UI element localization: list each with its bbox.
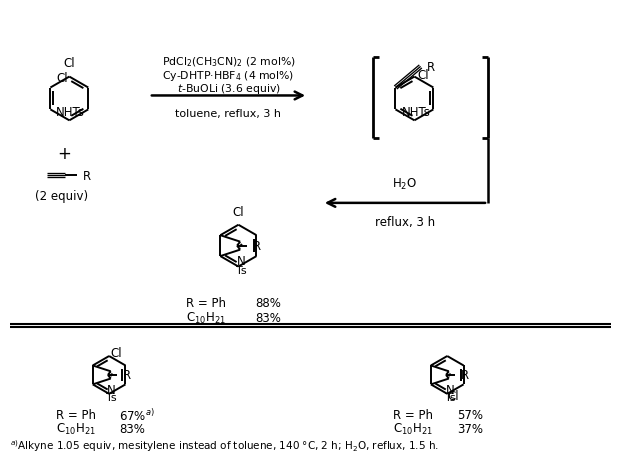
Text: R: R	[253, 240, 261, 253]
Text: Cy-DHTP·HBF$_4$ (4 mol%): Cy-DHTP·HBF$_4$ (4 mol%)	[162, 68, 294, 82]
Text: 57%: 57%	[457, 408, 483, 421]
Text: R: R	[461, 369, 469, 382]
Text: R: R	[427, 61, 435, 74]
Text: Cl: Cl	[418, 68, 429, 81]
Text: NHTs: NHTs	[401, 106, 430, 119]
Text: reflux, 3 h: reflux, 3 h	[375, 215, 435, 228]
Text: C$_{10}$H$_{21}$: C$_{10}$H$_{21}$	[392, 421, 432, 436]
Text: $t$-BuOLi (3.6 equiv): $t$-BuOLi (3.6 equiv)	[176, 81, 281, 95]
Text: R = Ph: R = Ph	[186, 296, 225, 309]
Text: Ts: Ts	[236, 265, 247, 275]
Text: PdCl$_2$(CH$_3$CN)$_2$ (2 mol%): PdCl$_2$(CH$_3$CN)$_2$ (2 mol%)	[161, 56, 296, 69]
Text: C$_{10}$H$_{21}$: C$_{10}$H$_{21}$	[186, 310, 225, 325]
Text: H$_2$O: H$_2$O	[392, 177, 417, 192]
Text: Ts: Ts	[445, 393, 455, 403]
Text: 83%: 83%	[255, 311, 281, 324]
Text: N: N	[237, 254, 245, 267]
Text: N: N	[107, 383, 116, 396]
Text: Cl: Cl	[57, 71, 68, 84]
Text: R: R	[83, 169, 91, 182]
Text: Cl: Cl	[447, 389, 459, 403]
Text: N: N	[445, 383, 454, 396]
Text: Cl: Cl	[111, 346, 122, 359]
Text: 37%: 37%	[457, 422, 483, 435]
Text: Cl: Cl	[233, 205, 244, 218]
Text: (2 equiv): (2 equiv)	[35, 190, 88, 203]
Text: Cl: Cl	[63, 56, 75, 70]
Text: Ts: Ts	[106, 393, 117, 403]
Text: R: R	[123, 369, 131, 382]
Text: 67%$^{a)}$: 67%$^{a)}$	[119, 407, 155, 423]
Text: 88%: 88%	[255, 296, 281, 309]
Text: C$_{10}$H$_{21}$: C$_{10}$H$_{21}$	[57, 421, 96, 436]
Text: NHTs: NHTs	[57, 106, 85, 119]
Text: 83%: 83%	[119, 422, 145, 435]
Text: R = Ph: R = Ph	[57, 408, 96, 421]
Text: $^{a)}$Alkyne 1.05 equiv, mesitylene instead of toluene, 140 °C, 2 h; H$_2$O, re: $^{a)}$Alkyne 1.05 equiv, mesitylene ins…	[10, 438, 438, 454]
Text: R = Ph: R = Ph	[392, 408, 433, 421]
Text: +: +	[57, 145, 71, 163]
Text: toluene, reflux, 3 h: toluene, reflux, 3 h	[176, 109, 281, 119]
